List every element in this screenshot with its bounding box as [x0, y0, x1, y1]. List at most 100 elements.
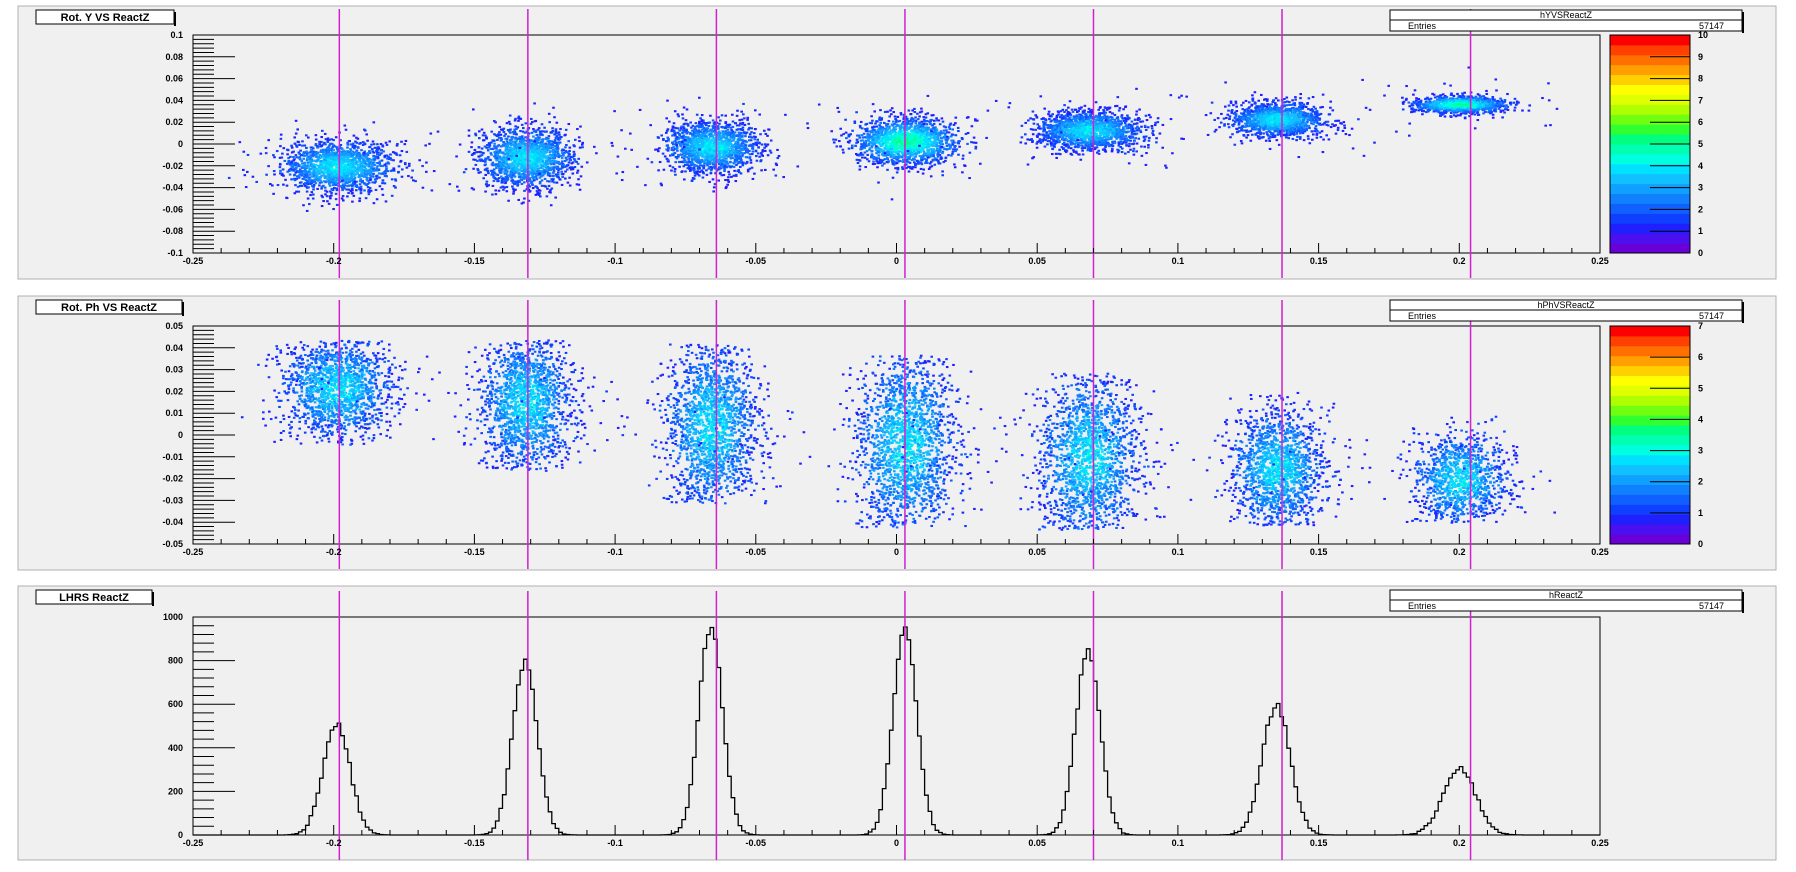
heatmap-cell: [544, 131, 547, 133]
heatmap-cell: [531, 132, 534, 134]
heatmap-cell: [309, 156, 312, 158]
heatmap-cell: [328, 183, 331, 185]
heatmap-cell: [356, 155, 359, 157]
heatmap-cell: [545, 138, 548, 140]
heatmap-cell: [358, 169, 361, 171]
heatmap-cell: [564, 178, 567, 180]
heatmap-cell: [683, 146, 686, 148]
heatmap-cell: [566, 169, 569, 171]
heatmap-cell: [740, 159, 743, 161]
heatmap-cell: [288, 160, 291, 162]
heatmap-cell: [753, 132, 756, 134]
heatmap-cell: [764, 169, 767, 171]
heatmap-cell: [487, 184, 490, 186]
heatmap-cell: [372, 152, 375, 154]
heatmap-cell: [333, 173, 336, 175]
heatmap-cell: [318, 173, 321, 175]
heatmap-cell: [496, 153, 499, 155]
heatmap-cell: [279, 164, 282, 166]
heatmap-cell: [519, 147, 522, 149]
heatmap-cell: [561, 176, 564, 178]
heatmap-cell: [332, 169, 335, 171]
heatmap-cell: [351, 159, 354, 161]
heatmap-cell: [756, 142, 759, 144]
heatmap-cell: [326, 200, 329, 202]
heatmap-cell: [496, 157, 499, 159]
heatmap-cell: [736, 115, 739, 117]
heatmap-cell: [730, 147, 733, 149]
heatmap-cell: [364, 143, 367, 145]
heatmap-cell: [536, 178, 539, 180]
heatmap-cell: [554, 139, 557, 141]
heatmap-cell: [577, 170, 580, 172]
heatmap-cell: [578, 136, 581, 138]
heatmap-cell: [708, 158, 711, 160]
heatmap-cell: [406, 167, 409, 169]
heatmap-cell: [344, 166, 347, 168]
heatmap-cell: [554, 147, 557, 149]
heatmap-cell: [363, 176, 366, 178]
heatmap-cell: [546, 195, 549, 197]
heatmap-cell: [701, 129, 704, 131]
heatmap-cell: [712, 153, 715, 155]
heatmap-cell: [700, 123, 703, 125]
heatmap-cell: [744, 124, 747, 126]
heatmap-cell: [307, 162, 310, 164]
heatmap-cell: [490, 131, 493, 133]
heatmap-cell: [700, 147, 703, 149]
heatmap-cell: [740, 172, 743, 174]
heatmap-cell: [566, 151, 569, 153]
heatmap-cell: [484, 159, 487, 161]
heatmap-cell: [407, 175, 410, 177]
heatmap-cell: [883, 122, 886, 124]
heatmap-cell: [373, 121, 376, 123]
heatmap-cell: [299, 185, 302, 187]
heatmap-cell: [517, 159, 520, 161]
heatmap-cell: [370, 170, 373, 172]
heatmap-cell: [375, 151, 378, 153]
heatmap-cell: [381, 182, 384, 184]
heatmap-cell: [920, 108, 923, 110]
heatmap-cell: [430, 133, 433, 135]
heatmap-cell: [509, 149, 512, 151]
heatmap-cell: [351, 183, 354, 185]
heatmap-cell: [551, 181, 554, 183]
heatmap-cell: [744, 133, 747, 135]
heatmap-cell: [617, 156, 620, 158]
heatmap-cell: [955, 134, 958, 136]
heatmap-cell: [365, 133, 368, 135]
heatmap-cell: [303, 170, 306, 172]
heatmap-cell: [579, 147, 582, 149]
heatmap-cell: [474, 149, 477, 151]
heatmap-cell: [533, 102, 536, 104]
heatmap-cell: [678, 166, 681, 168]
heatmap-cell: [425, 171, 428, 173]
heatmap-cell: [708, 140, 711, 142]
heatmap-cell: [700, 141, 703, 143]
heatmap-cell: [513, 189, 516, 191]
heatmap-cell: [487, 149, 490, 151]
heatmap-cell: [569, 185, 572, 187]
heatmap-cell: [611, 145, 614, 147]
heatmap-cell: [389, 154, 392, 156]
heatmap-cell: [392, 167, 395, 169]
heatmap-cell: [294, 192, 297, 194]
heatmap-cell: [749, 136, 752, 138]
heatmap-cell: [713, 164, 716, 166]
heatmap-cell: [498, 177, 501, 179]
heatmap-cell: [284, 179, 287, 181]
heatmap-cell: [411, 170, 414, 172]
heatmap-cell: [717, 116, 720, 118]
heatmap-cell: [672, 146, 675, 148]
heatmap-cell: [550, 163, 553, 165]
heatmap-cell: [326, 147, 329, 149]
heatmap-cell: [312, 154, 315, 156]
heatmap-cell: [538, 158, 541, 160]
heatmap-cell: [684, 164, 687, 166]
heatmap-cell: [760, 169, 763, 171]
heatmap-cell: [481, 129, 484, 131]
heatmap-cell: [735, 155, 738, 157]
heatmap-cell: [684, 151, 687, 153]
heatmap-cell: [545, 161, 548, 163]
heatmap-cell: [480, 151, 483, 153]
